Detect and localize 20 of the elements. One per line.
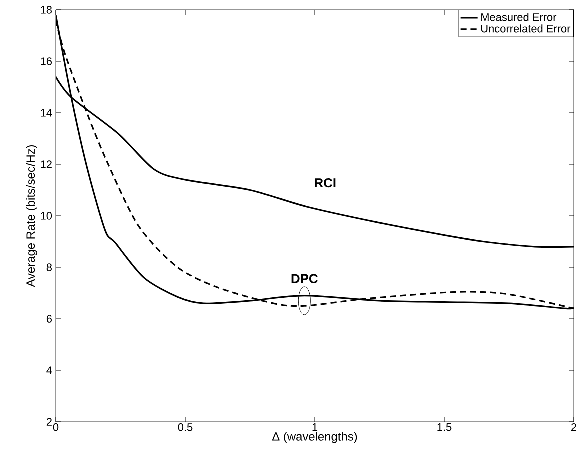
- x-tick-label: 2: [572, 424, 577, 432]
- y-axis-title: Average Rate (bits/sec/Hz): [26, 145, 38, 288]
- y-tick-label: 10: [41, 212, 52, 220]
- y-tick-label: 12: [41, 160, 52, 168]
- y-tick-label: 6: [46, 315, 52, 323]
- legend-label: Uncorrelated Error: [481, 24, 571, 33]
- y-tick-label: 14: [41, 109, 52, 117]
- annotation: DPC: [292, 274, 318, 284]
- y-tick-label: 4: [46, 366, 52, 374]
- x-tick-label: 1.5: [438, 424, 452, 432]
- y-tick-label: 2: [46, 418, 52, 426]
- x-axis-title: Δ (wavelengths): [272, 432, 358, 444]
- x-tick-label: 1: [312, 424, 318, 432]
- y-tick-label: 16: [41, 58, 52, 66]
- annotation: RCI: [315, 178, 336, 188]
- x-tick-label: 0: [53, 424, 59, 432]
- y-tick-label: 8: [46, 264, 52, 272]
- x-tick-label: 0.5: [178, 424, 193, 432]
- y-tick-label: 18: [41, 6, 52, 14]
- legend-label: Measured Error: [482, 13, 557, 22]
